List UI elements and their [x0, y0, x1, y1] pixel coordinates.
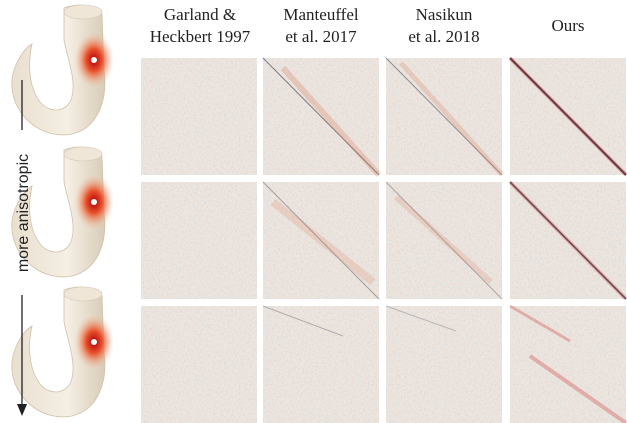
mesh-render: [11, 4, 115, 136]
header-line: Heckbert 1997: [149, 27, 251, 46]
header-line: Manteuffel: [283, 5, 359, 24]
header-line: Garland &: [163, 5, 237, 24]
header-line: et al. 2017: [285, 27, 357, 46]
side-label: more anisotropic: [15, 154, 32, 272]
column-header: Manteuffel et al. 2017: [256, 4, 386, 48]
header-line: Nasikun: [415, 5, 473, 24]
mesh-render: [11, 286, 115, 418]
arrow-head: [17, 404, 27, 416]
matrix-grid: [141, 56, 627, 423]
column-header: Garland & Heckbert 1997: [135, 4, 265, 48]
column-header: Ours: [503, 15, 627, 37]
header-line: Ours: [551, 16, 585, 35]
header-line: et al. 2018: [408, 27, 480, 46]
column-header: Nasikun et al. 2018: [379, 4, 509, 48]
